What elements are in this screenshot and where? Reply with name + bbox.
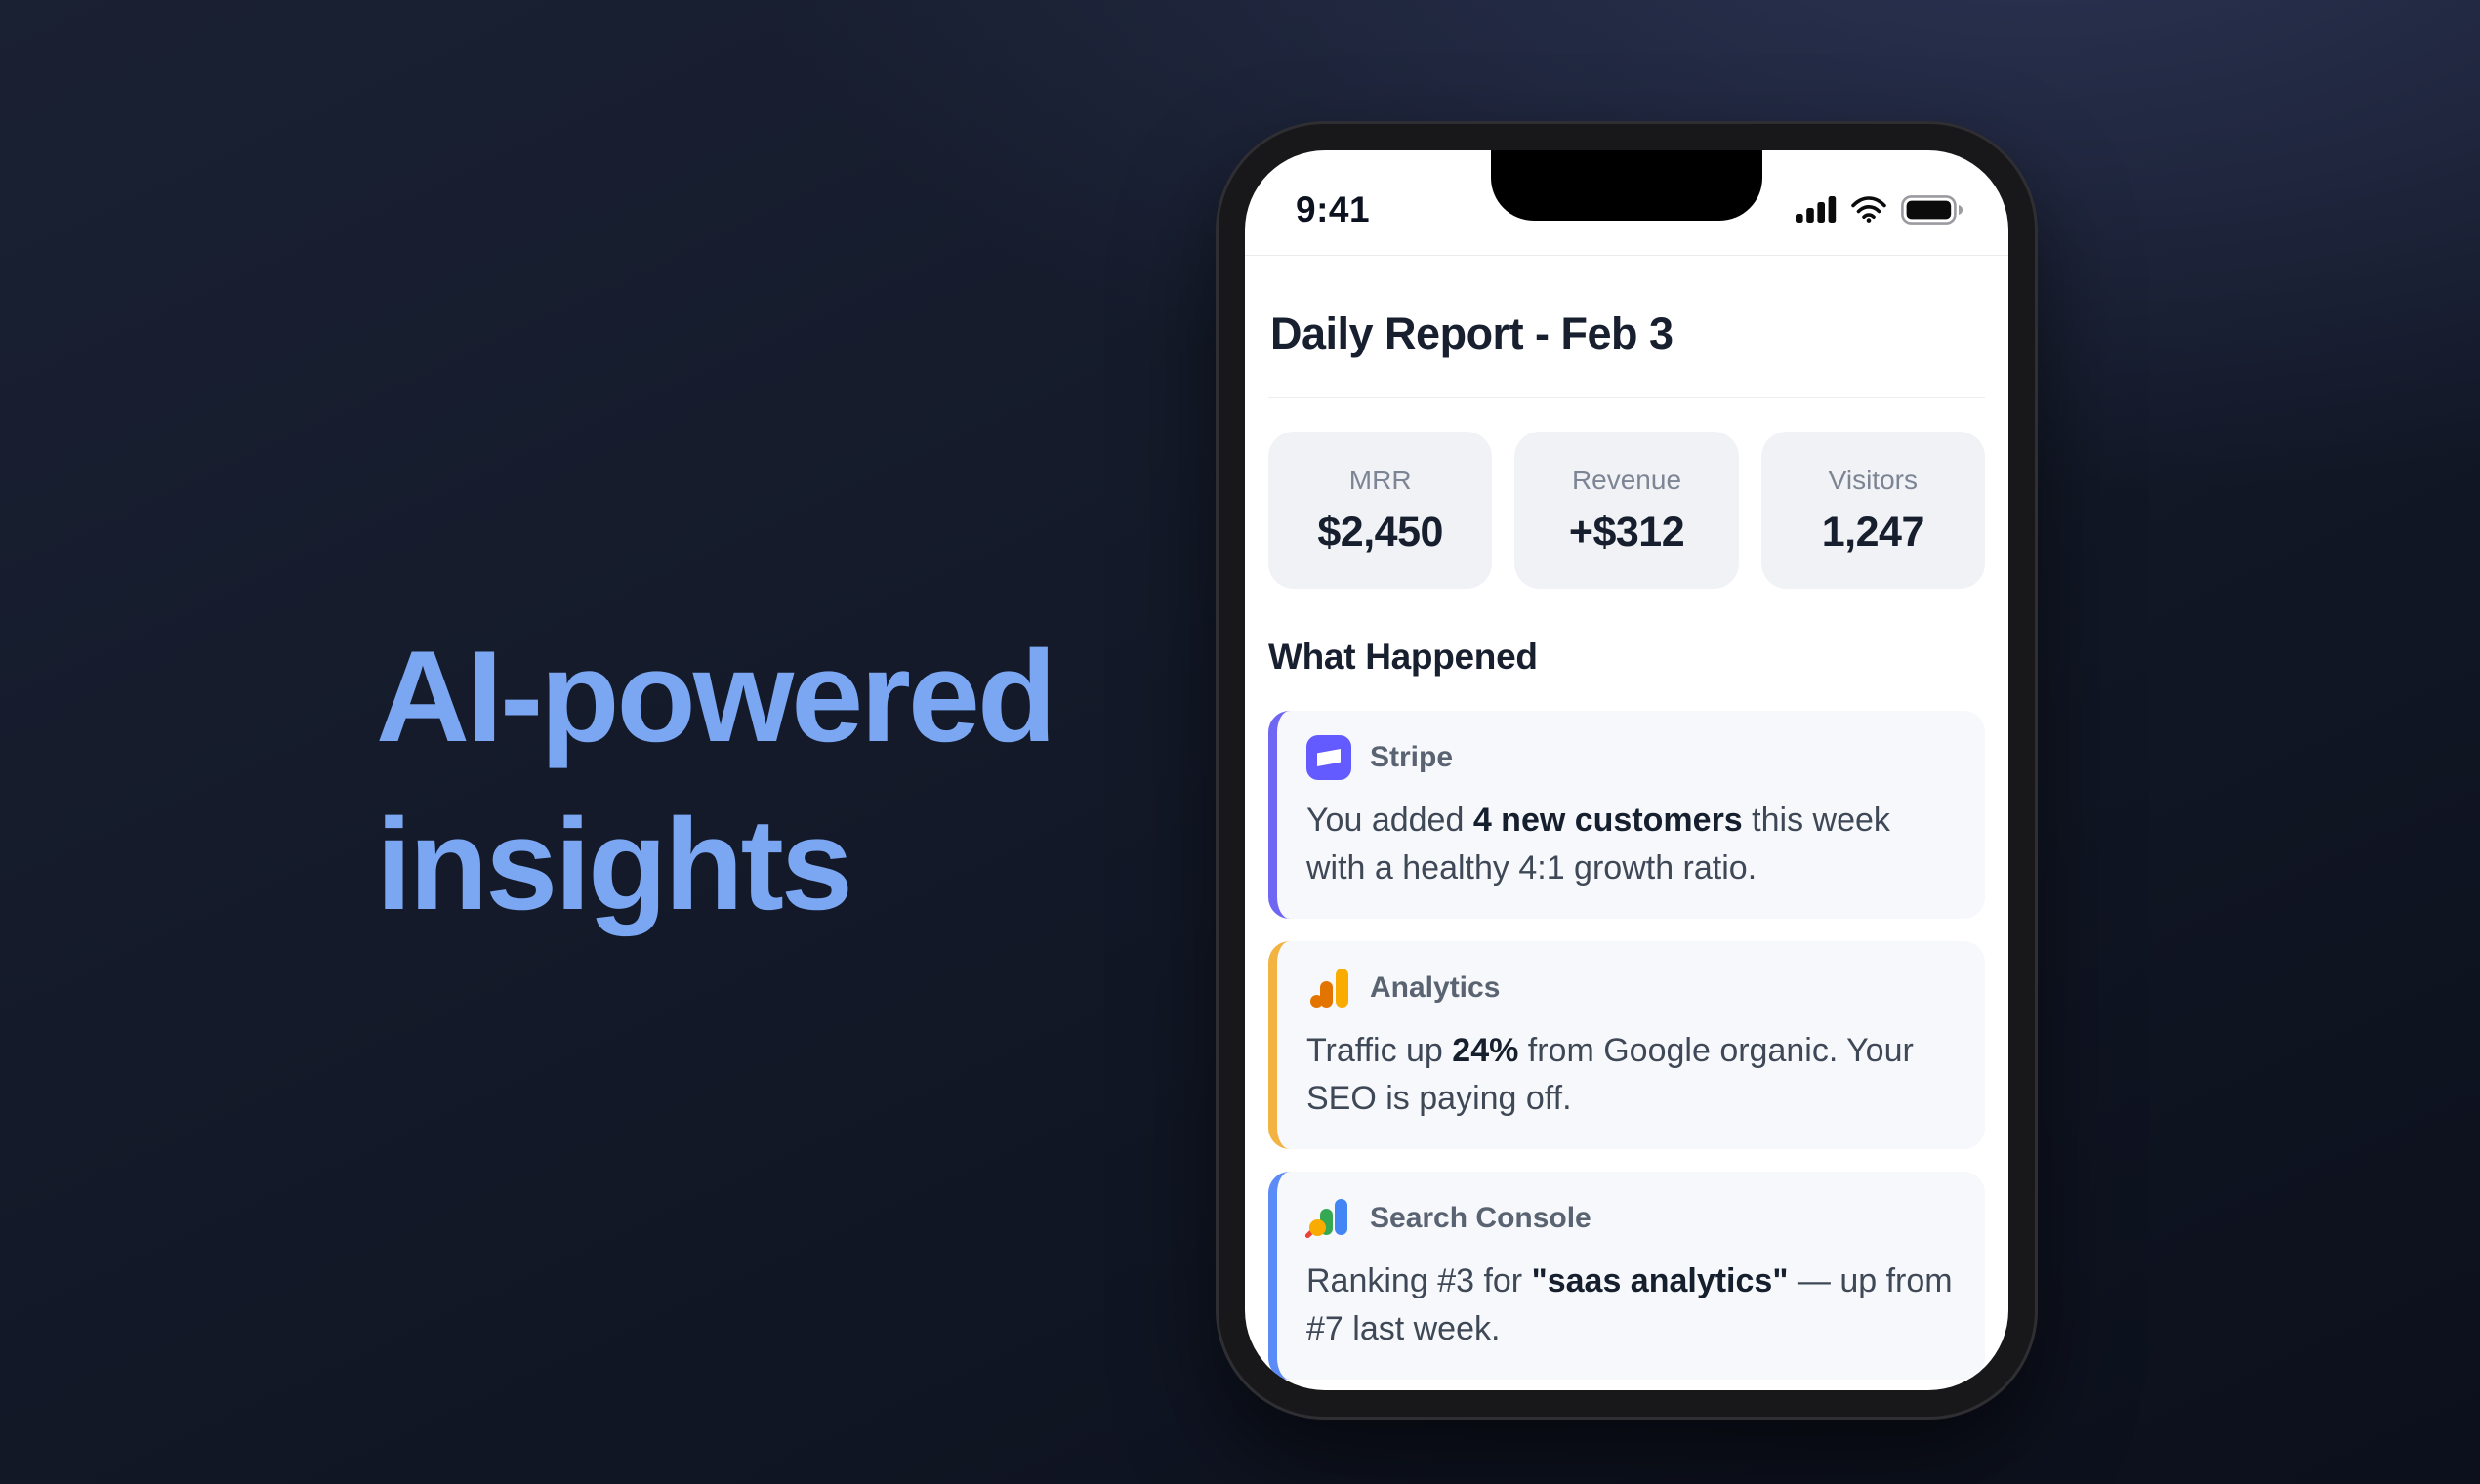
insight-source-label: Analytics xyxy=(1370,971,1501,1004)
stat-label: Revenue xyxy=(1571,464,1682,495)
insight-source-label: Stripe xyxy=(1370,741,1454,773)
google-analytics-icon xyxy=(1306,966,1351,1010)
section-heading: What Happened xyxy=(1268,637,1538,677)
title-divider xyxy=(1268,397,1985,398)
marketing-headline: AI-powered insights xyxy=(376,613,1056,949)
insight-text: Traffic up 24% from Google organic. Your… xyxy=(1306,1032,1914,1117)
report-title: Daily Report - Feb 3 xyxy=(1270,309,1674,358)
stripe-icon xyxy=(1306,735,1351,780)
stat-card-visitors: Visitors 1,247 xyxy=(1760,432,1985,589)
battery-icon xyxy=(1901,194,1963,225)
insight-header: Analytics xyxy=(1306,966,1956,1010)
stat-card-revenue: Revenue +$312 xyxy=(1514,432,1739,589)
insight-header: Search Console xyxy=(1303,1196,1956,1241)
stat-value: $2,450 xyxy=(1317,508,1443,556)
stat-value: +$312 xyxy=(1568,508,1685,556)
insight-card-stripe[interactable]: Stripe You added 4 new customers this we… xyxy=(1268,711,1985,919)
wifi-icon xyxy=(1851,196,1886,223)
status-icons xyxy=(1796,194,1963,225)
insight-source-label: Search Console xyxy=(1370,1202,1591,1234)
insight-card-search-console[interactable]: Search Console Ranking #3 for "saas anal… xyxy=(1268,1172,1985,1380)
phone-screen: 9:41 xyxy=(1245,150,2008,1390)
status-bar: 9:41 xyxy=(1245,150,2008,256)
report-content: Daily Report - Feb 3 MRR $2,450 Revenue … xyxy=(1245,309,2008,1380)
insight-header: Stripe xyxy=(1306,735,1956,780)
stats-row: MRR $2,450 Revenue +$312 Visitors 1,247 xyxy=(1268,432,1985,589)
stat-card-mrr: MRR $2,450 xyxy=(1268,432,1493,589)
insight-text: Ranking #3 for "saas analytics" — up fro… xyxy=(1306,1262,1953,1347)
status-time: 9:41 xyxy=(1296,188,1371,229)
headline-line-1: AI-powered xyxy=(376,625,1056,769)
stat-value: 1,247 xyxy=(1821,508,1925,556)
search-console-icon xyxy=(1303,1196,1351,1241)
cellular-signal-icon xyxy=(1796,196,1837,223)
insight-text: You added 4 new customers this week with… xyxy=(1306,802,1890,886)
phone-notch xyxy=(1491,150,1762,221)
stat-label: MRR xyxy=(1348,464,1412,495)
stat-label: Visitors xyxy=(1828,464,1918,495)
headline-line-2: insights xyxy=(376,793,853,937)
phone-mockup: 9:41 xyxy=(1216,121,2038,1420)
insight-card-analytics[interactable]: Analytics Traffic up 24% from Google org… xyxy=(1268,941,1985,1149)
